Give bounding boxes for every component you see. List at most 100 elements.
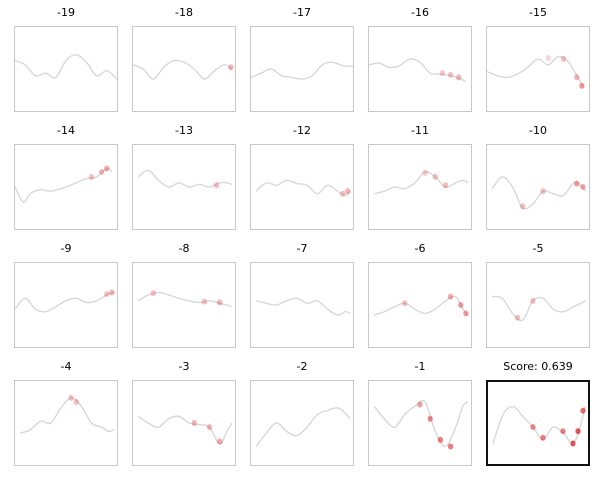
panel-plot bbox=[368, 262, 472, 348]
panel-plot bbox=[132, 144, 236, 230]
highlight-mark bbox=[422, 169, 428, 176]
panel-svg bbox=[15, 165, 117, 229]
highlight-mark bbox=[447, 293, 454, 300]
series-line bbox=[15, 55, 117, 79]
highlight-mark bbox=[579, 82, 585, 89]
highlight-mark bbox=[580, 183, 586, 191]
highlight-mark bbox=[417, 401, 423, 408]
series-line bbox=[374, 172, 468, 194]
panel-title: -12 bbox=[293, 124, 311, 137]
panel-plot bbox=[132, 380, 236, 466]
panel-svg bbox=[15, 27, 117, 111]
panel-svg bbox=[133, 290, 235, 347]
panel-title: -2 bbox=[296, 360, 308, 373]
series-line bbox=[493, 407, 585, 444]
highlight-mark bbox=[439, 70, 446, 77]
highlight-mark bbox=[191, 419, 197, 427]
highlight-mark bbox=[340, 190, 346, 197]
panel-plot-best bbox=[486, 380, 590, 466]
highlight-mark bbox=[109, 289, 115, 296]
highlight-mark bbox=[68, 394, 74, 401]
series-line bbox=[492, 296, 586, 320]
series-line bbox=[138, 416, 232, 444]
panel-svg bbox=[251, 145, 351, 197]
series-line bbox=[487, 56, 584, 87]
panel-title: -5 bbox=[532, 242, 544, 255]
panel-title: -16 bbox=[411, 6, 429, 19]
panel-svg bbox=[15, 289, 115, 347]
highlight-mark bbox=[560, 428, 566, 435]
highlight-mark bbox=[514, 314, 521, 321]
highlight-mark bbox=[99, 168, 105, 175]
panel-title: -15 bbox=[529, 6, 547, 19]
panel-title: -11 bbox=[411, 124, 429, 137]
highlight-mark bbox=[104, 291, 110, 298]
panel-svg bbox=[251, 263, 353, 347]
panel-title: -19 bbox=[57, 6, 75, 19]
highlight-mark bbox=[458, 301, 464, 309]
series-line bbox=[251, 62, 353, 79]
panel-title: -6 bbox=[414, 242, 426, 255]
panel-svg bbox=[133, 145, 235, 189]
panel-title: -13 bbox=[175, 124, 193, 137]
highlight-mark bbox=[427, 415, 433, 422]
panel-svg bbox=[487, 263, 589, 347]
panel-svg bbox=[488, 382, 588, 447]
panel-plot bbox=[486, 262, 590, 348]
highlight-mark bbox=[104, 165, 110, 172]
highlight-mark bbox=[88, 173, 95, 180]
panel-title: -8 bbox=[178, 242, 190, 255]
series-line bbox=[374, 296, 468, 315]
panel-plot bbox=[14, 144, 118, 230]
panel-plot bbox=[132, 26, 236, 112]
series-line bbox=[133, 60, 232, 79]
panel-plot bbox=[250, 380, 354, 466]
panel-title: -4 bbox=[60, 360, 72, 373]
highlight-mark bbox=[437, 436, 444, 443]
panel-svg bbox=[369, 27, 471, 111]
panel-plot bbox=[368, 26, 472, 112]
panel-svg bbox=[369, 293, 469, 317]
highlight-mark bbox=[463, 310, 469, 317]
highlight-mark bbox=[447, 443, 454, 450]
highlight-mark bbox=[150, 290, 157, 297]
highlight-mark bbox=[201, 298, 208, 305]
series-line bbox=[15, 292, 114, 311]
highlight-mark bbox=[402, 300, 408, 307]
panel-plot bbox=[368, 380, 472, 466]
panel-title: -7 bbox=[296, 242, 308, 255]
series-line bbox=[256, 298, 350, 315]
panel-svg bbox=[251, 27, 353, 111]
panel-plot bbox=[250, 26, 354, 112]
panel-title: -18 bbox=[175, 6, 193, 19]
panel-plot bbox=[368, 144, 472, 230]
panel-title: Score: 0.639 bbox=[503, 360, 573, 373]
panel-svg bbox=[369, 381, 471, 450]
series-line bbox=[492, 177, 586, 209]
panel-svg bbox=[487, 55, 589, 89]
highlight-mark bbox=[213, 182, 220, 189]
panel-title: -9 bbox=[60, 242, 72, 255]
series-line bbox=[256, 408, 350, 447]
highlight-mark bbox=[560, 55, 567, 62]
highlight-mark bbox=[217, 299, 223, 306]
series-line bbox=[138, 292, 232, 306]
panel-title: -3 bbox=[178, 360, 190, 373]
panel-title: -10 bbox=[529, 124, 547, 137]
panel-plot bbox=[486, 144, 590, 230]
panel-plot bbox=[14, 26, 118, 112]
highlight-mark bbox=[540, 434, 546, 441]
highlight-mark bbox=[575, 428, 581, 435]
highlight-mark bbox=[447, 71, 454, 78]
series-line bbox=[138, 170, 232, 187]
highlight-mark bbox=[520, 203, 526, 210]
panel-title: -14 bbox=[57, 124, 75, 137]
highlight-mark bbox=[73, 398, 79, 406]
highlight-mark bbox=[442, 182, 449, 189]
highlight-mark bbox=[456, 74, 462, 81]
highlight-mark bbox=[580, 407, 586, 414]
highlight-mark bbox=[228, 64, 234, 71]
panel-svg bbox=[487, 145, 589, 229]
highlight-mark bbox=[217, 438, 223, 445]
highlight-mark bbox=[574, 180, 580, 187]
